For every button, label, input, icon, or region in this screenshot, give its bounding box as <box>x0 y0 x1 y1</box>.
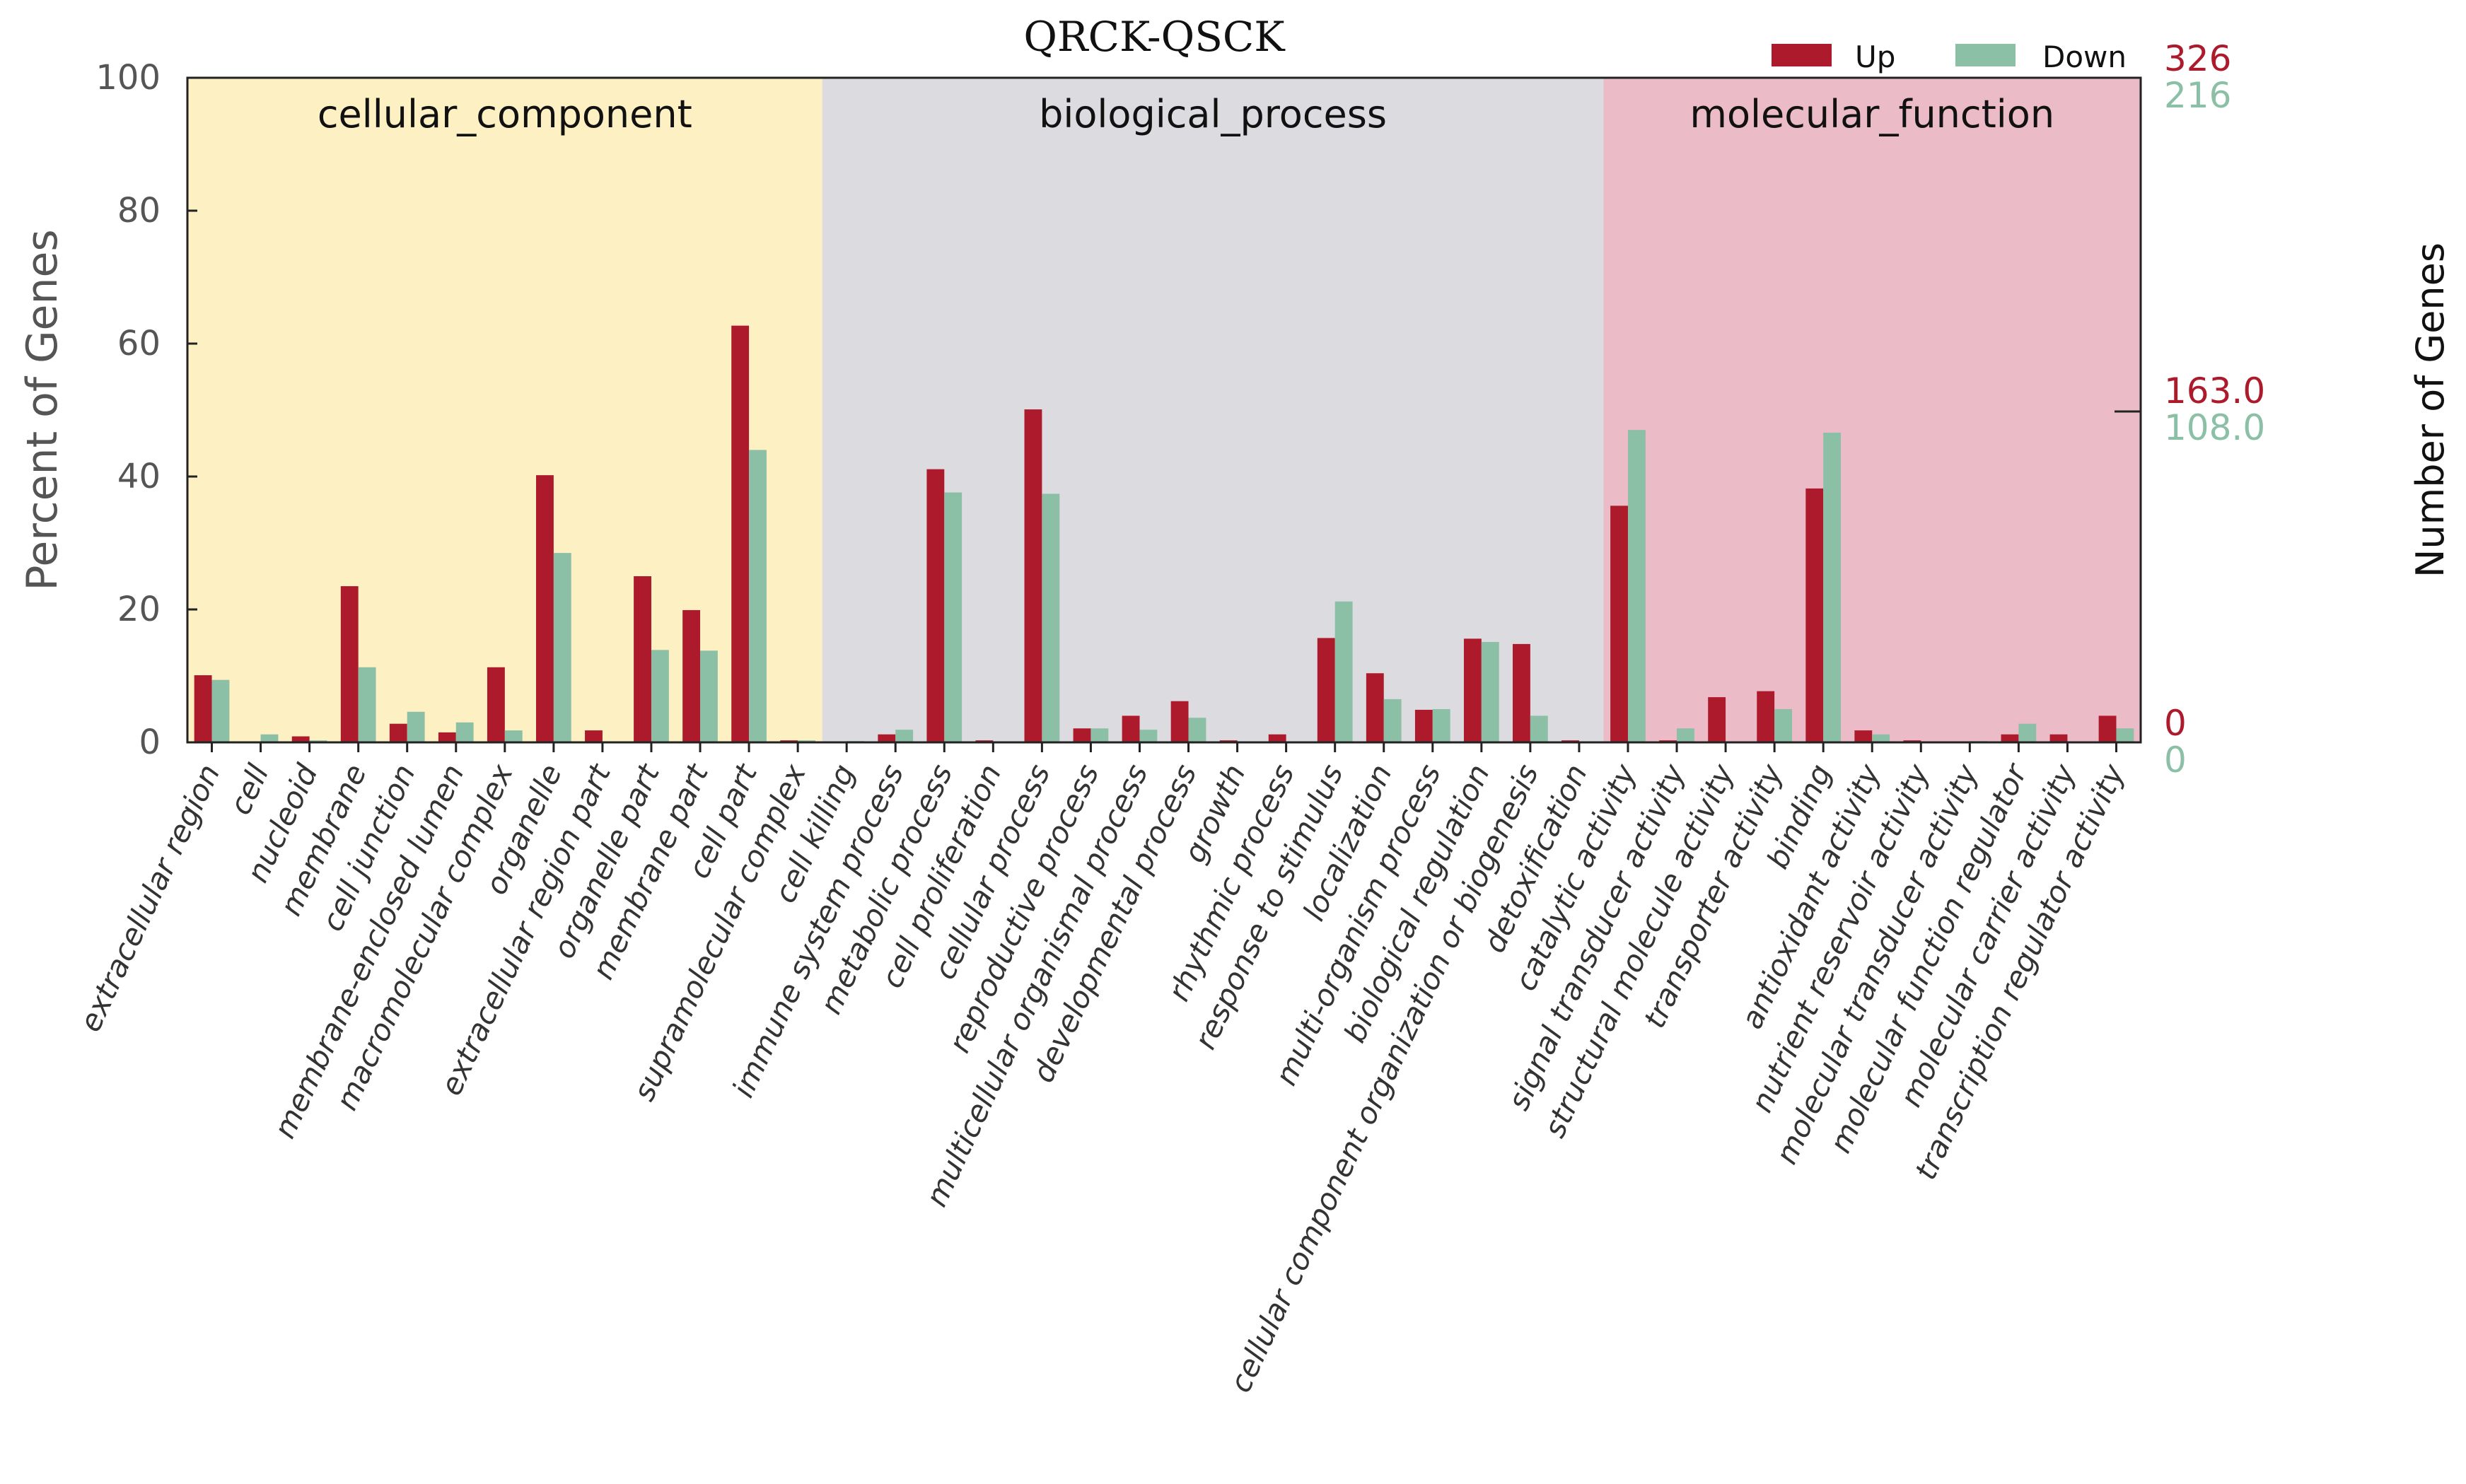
group-band-molecular_function <box>1603 78 2141 742</box>
bar-up-8 <box>585 730 603 742</box>
right-up-mid: 163.0 <box>2164 370 2265 411</box>
bar-up-7 <box>536 475 554 742</box>
bar-up-25 <box>1414 709 1433 742</box>
bar-up-38 <box>2049 734 2068 742</box>
bar-down-23 <box>1334 601 1353 742</box>
bar-up-24 <box>1366 673 1384 742</box>
y-tick-label-4: 80 <box>117 191 161 230</box>
bar-up-15 <box>926 469 945 742</box>
group-band-cellular_component <box>187 78 822 742</box>
legend-swatch-up <box>1772 44 1832 66</box>
bar-down-0 <box>211 679 230 742</box>
bar-down-32 <box>1774 709 1792 742</box>
y-tick-label-2: 40 <box>117 457 161 496</box>
bar-up-11 <box>731 325 750 742</box>
bar-down-17 <box>1042 493 1060 742</box>
category-label-0: extracellular region <box>73 759 227 1037</box>
bar-down-27 <box>1530 715 1548 742</box>
bar-up-18 <box>1073 728 1091 742</box>
bar-down-29 <box>1627 430 1646 742</box>
y-tick-label-5: 100 <box>95 58 161 98</box>
y-tick-label-1: 20 <box>117 590 161 629</box>
bar-down-10 <box>700 650 718 742</box>
right-down-bottom: 0 <box>2164 740 2187 781</box>
bar-up-22 <box>1268 734 1286 742</box>
bar-down-6 <box>504 730 523 742</box>
legend: Up Down <box>1772 40 2127 74</box>
bar-up-0 <box>194 675 212 742</box>
bar-up-33 <box>1805 488 1824 742</box>
bar-up-37 <box>2001 734 2019 742</box>
bar-down-4 <box>407 711 425 742</box>
bar-down-20 <box>1188 718 1206 742</box>
bar-up-5 <box>438 732 456 742</box>
bar-down-18 <box>1090 728 1109 742</box>
y-tick-label-3: 60 <box>117 324 161 363</box>
group-label-cellular_component: cellular_component <box>318 92 692 136</box>
bar-down-26 <box>1481 642 1499 742</box>
bar-up-32 <box>1757 691 1775 742</box>
right-axis: 326 216 163.0 108.0 0 0 <box>2115 38 2265 781</box>
bar-up-20 <box>1170 701 1189 742</box>
bar-up-3 <box>340 586 359 742</box>
group-label-biological_process: biological_process <box>1039 92 1387 136</box>
bar-down-19 <box>1139 730 1158 742</box>
bar-down-9 <box>651 650 669 742</box>
bar-down-24 <box>1383 699 1402 742</box>
bar-up-23 <box>1317 638 1335 742</box>
bar-down-25 <box>1432 709 1450 742</box>
right-down-mid: 108.0 <box>2164 407 2265 448</box>
bar-down-39 <box>2116 728 2134 742</box>
legend-swatch-down <box>1955 44 2016 66</box>
y-tick-label-0: 0 <box>139 723 161 762</box>
bar-down-3 <box>358 667 376 742</box>
right-axis-title: Number of Genes <box>2408 243 2453 578</box>
bar-up-26 <box>1463 638 1482 742</box>
bar-down-5 <box>455 722 474 742</box>
bar-down-1 <box>260 734 279 742</box>
bar-down-37 <box>2018 723 2037 742</box>
bar-down-15 <box>944 492 962 742</box>
bar-up-27 <box>1513 643 1530 742</box>
bar-up-4 <box>389 723 407 742</box>
bar-down-30 <box>1677 728 1694 742</box>
bar-up-17 <box>1024 409 1042 742</box>
bar-up-9 <box>634 576 651 742</box>
bar-up-19 <box>1122 715 1140 742</box>
legend-label-up: Up <box>1855 40 1895 74</box>
bar-up-14 <box>878 734 896 742</box>
bar-up-39 <box>2098 715 2117 742</box>
bar-up-10 <box>682 609 701 742</box>
legend-label-down: Down <box>2042 40 2127 74</box>
group-label-molecular_function: molecular_function <box>1689 92 2054 136</box>
y-axis-title: Percent of Genes <box>18 229 67 590</box>
chart-title: QRCK-QSCK <box>1023 13 1286 61</box>
bar-up-31 <box>1708 697 1726 742</box>
bar-down-11 <box>749 450 767 742</box>
right-down-top: 216 <box>2164 75 2231 116</box>
bar-down-34 <box>1872 734 1890 742</box>
bar-up-2 <box>291 736 310 742</box>
plot-frame <box>186 76 2142 744</box>
bar-down-33 <box>1823 432 1842 742</box>
category-label-1: cell <box>223 759 276 820</box>
bar-up-29 <box>1610 506 1628 742</box>
bar-down-14 <box>895 730 914 742</box>
right-up-bottom: 0 <box>2164 703 2187 744</box>
bar-up-34 <box>1854 730 1873 742</box>
right-up-top: 326 <box>2164 38 2231 79</box>
bar-down-7 <box>553 553 571 742</box>
bar-up-6 <box>487 667 505 742</box>
